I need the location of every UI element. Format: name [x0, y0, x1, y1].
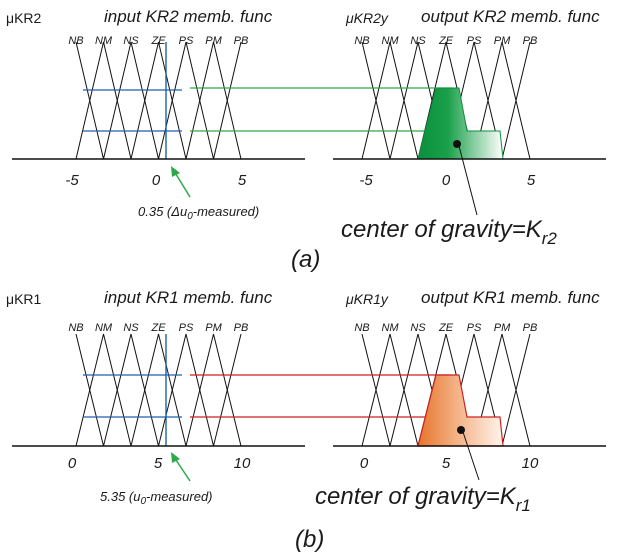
output-set-labels: NB NM NS ZE PS PM PB — [354, 35, 537, 47]
set-label: ZE — [438, 35, 454, 47]
input-membership-triangles — [75, 333, 242, 447]
output-mu-label: μKR2y — [345, 10, 389, 26]
input-set-labels: NB NM NS ZE PS PM PB — [68, 35, 248, 47]
tick-label: 0 — [360, 455, 369, 472]
set-label: ZE — [150, 35, 166, 47]
membership-triangle — [361, 41, 419, 160]
tick-label: 5 — [154, 455, 163, 472]
measure-annotation: 0.35 (Δu0-measured) — [138, 204, 259, 222]
input-membership-triangles — [75, 41, 242, 160]
input-title: input KR2 memb. func — [104, 7, 273, 26]
set-label: PM — [494, 322, 511, 334]
measure-arrow — [173, 170, 191, 198]
set-label: NB — [68, 322, 83, 334]
tick-label: 10 — [234, 455, 251, 472]
center-of-gravity-dot — [457, 426, 465, 434]
set-label: NM — [381, 35, 399, 47]
membership-triangle — [75, 333, 132, 447]
set-label: NB — [354, 35, 369, 47]
aggregated-output-area — [417, 87, 504, 160]
tick-label: -5 — [359, 172, 373, 189]
cog-label: center of gravity=Kr1 — [315, 483, 531, 515]
membership-triangle — [158, 333, 214, 447]
set-label: NS — [123, 35, 139, 47]
measure-arrow-head — [171, 166, 180, 177]
output-set-labels: NB NM NS ZE PS PM PB — [354, 322, 537, 334]
set-label: NM — [381, 322, 399, 334]
output-tick-labels: 0 5 10 — [360, 455, 539, 472]
set-label: PM — [494, 35, 511, 47]
tick-label: 5 — [442, 455, 451, 472]
set-label: PB — [234, 35, 249, 47]
set-label: NS — [123, 322, 139, 334]
set-label: PS — [179, 322, 194, 334]
cog-label: center of gravity=Kr2 — [341, 216, 557, 248]
measure-arrow — [173, 456, 191, 482]
membership-triangle — [473, 41, 531, 160]
set-label: PS — [179, 35, 194, 47]
membership-triangle — [185, 41, 242, 160]
set-label: PB — [234, 322, 249, 334]
tick-label: 5 — [527, 172, 536, 189]
set-label: NM — [95, 35, 113, 47]
set-label: NM — [95, 322, 113, 334]
tick-label: 0 — [442, 172, 451, 189]
membership-triangle — [501, 333, 531, 447]
caption-a: (a) — [291, 246, 320, 273]
membership-triangle — [158, 41, 214, 160]
membership-triangle — [103, 41, 159, 160]
membership-triangle — [185, 333, 242, 447]
tick-label: -5 — [65, 172, 79, 189]
tick-label: 10 — [522, 455, 539, 472]
output-title: output KR2 memb. func — [421, 7, 600, 26]
panel-a: μKR2 input KR2 memb. func μKR2y output K… — [6, 7, 606, 273]
membership-triangle — [103, 333, 159, 447]
set-label: NS — [410, 322, 426, 334]
membership-triangle — [213, 41, 242, 160]
set-label: ZE — [438, 322, 454, 334]
membership-triangle — [501, 41, 531, 160]
input-set-labels: NB NM NS ZE PS PM PB — [68, 322, 248, 334]
membership-triangle — [361, 333, 419, 447]
center-of-gravity-dot — [453, 140, 461, 148]
membership-triangle — [130, 333, 187, 447]
set-label: PM — [205, 322, 222, 334]
input-tick-labels: -5 0 5 — [65, 172, 247, 189]
caption-b: (b) — [295, 526, 324, 553]
membership-triangle — [473, 333, 531, 447]
set-label: NB — [354, 322, 369, 334]
panel-b: μKR1 input KR1 memb. func μKR1y output K… — [6, 288, 606, 553]
set-label: PB — [523, 35, 538, 47]
membership-triangle — [130, 41, 187, 160]
set-label: PS — [467, 35, 482, 47]
set-label: PS — [467, 322, 482, 334]
membership-triangle — [213, 333, 242, 447]
measure-annotation: 5.35 (u0-measured) — [100, 489, 213, 507]
tick-label: 5 — [238, 172, 247, 189]
input-tick-labels: 0 5 10 — [68, 455, 251, 472]
set-label: NB — [68, 35, 83, 47]
set-label: PB — [523, 322, 538, 334]
set-label: ZE — [150, 322, 166, 334]
measure-arrow-head — [171, 452, 180, 463]
output-title: output KR1 memb. func — [421, 288, 600, 307]
set-label: PM — [205, 35, 222, 47]
input-mu-label: μKR2 — [6, 10, 42, 26]
tick-label: 0 — [68, 455, 77, 472]
tick-label: 0 — [152, 172, 161, 189]
membership-triangle — [75, 41, 132, 160]
input-mu-label: μKR1 — [6, 291, 42, 307]
cog-leader-line — [462, 431, 480, 481]
output-mu-label: μKR1y — [345, 291, 389, 307]
set-label: NS — [410, 35, 426, 47]
output-tick-labels: -5 0 5 — [359, 172, 536, 189]
cog-leader-line — [458, 145, 478, 216]
input-title: input KR1 memb. func — [104, 288, 273, 307]
